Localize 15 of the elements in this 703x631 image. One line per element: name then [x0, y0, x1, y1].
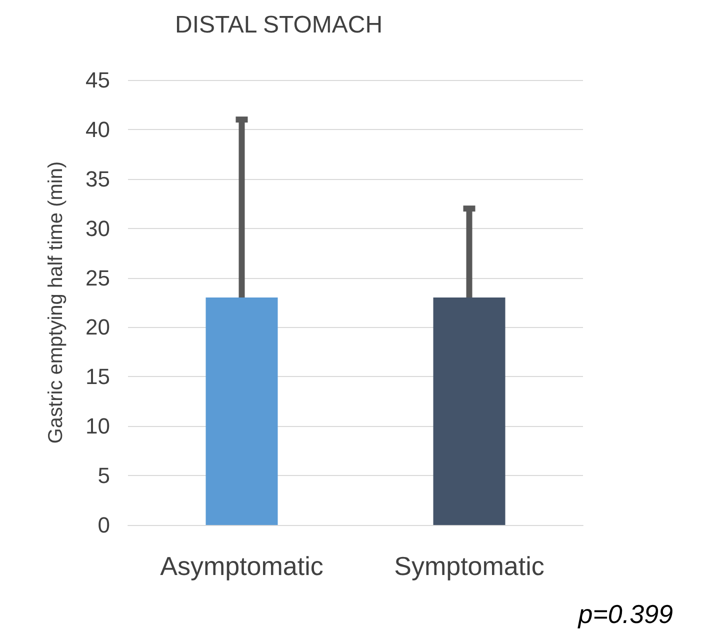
y-tick-label: 30 [86, 216, 110, 241]
y-tick-label: 0 [98, 512, 110, 538]
x-tick-label: Symptomatic [394, 551, 544, 581]
y-tick-label: 40 [86, 116, 110, 142]
y-tick-label: 15 [86, 364, 110, 390]
y-tick-label: 45 [86, 68, 110, 92]
y-tick-label: 20 [86, 314, 110, 340]
y-tick-label: 10 [86, 414, 110, 439]
text: p=0.399 [577, 599, 674, 629]
y-tick-label: 35 [86, 166, 110, 192]
y-tick-label: 25 [86, 265, 110, 290]
chart-title: DISTAL STOMACH [175, 12, 383, 38]
x-tick-label: Asymptomatic [160, 551, 324, 581]
y-tick-label: 5 [98, 463, 110, 488]
y-axis-title: Gastric emptying half time (min) [45, 161, 67, 444]
